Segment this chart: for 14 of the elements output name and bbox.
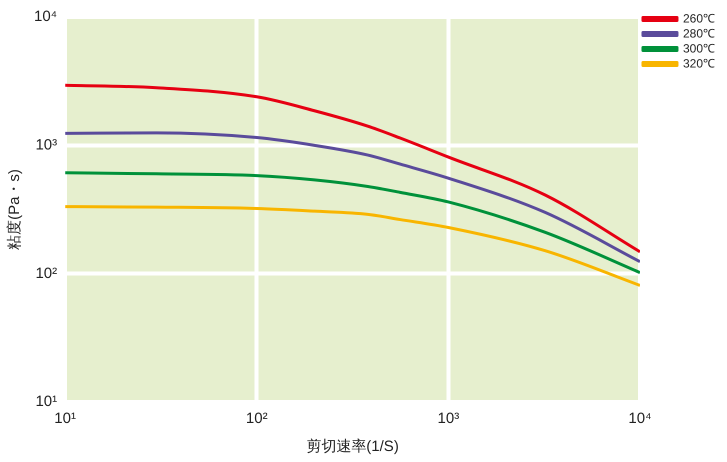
y-tick-label: 10¹	[35, 393, 58, 410]
legend-label: 320℃	[682, 56, 716, 70]
x-tick-label: 10²	[246, 410, 268, 428]
x-tick-label: 10⁴	[628, 410, 652, 428]
legend-label: 280℃	[682, 26, 716, 40]
y-tick-label: 10⁴	[34, 8, 58, 26]
x-tick-label: 10³	[438, 410, 460, 428]
y-tick-label: 10³	[35, 136, 58, 154]
x-axis-title: 剪切速率(1/S)	[306, 438, 399, 456]
legend-label: 260℃	[682, 11, 716, 26]
y-axis-title: 粘度(Pa・s)	[6, 169, 24, 250]
legend-label: 300℃	[682, 41, 716, 56]
y-tick-label: 10²	[35, 264, 58, 282]
x-tick-label: 10¹	[54, 410, 76, 428]
